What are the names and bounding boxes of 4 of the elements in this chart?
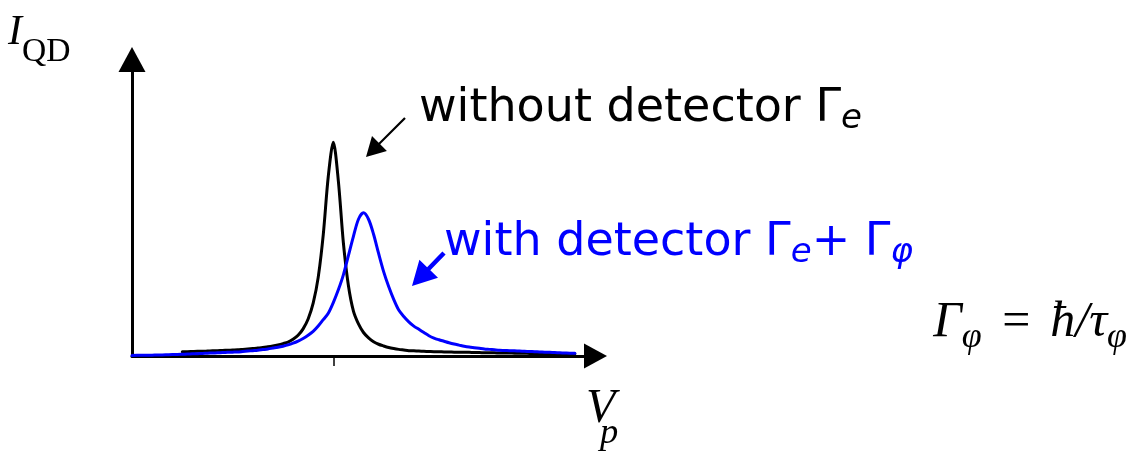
text: Γ$_{φ}$ = ħ/τ$_{φ}$ xyxy=(933,291,1127,355)
y-axis-title: I$_{QD}$ xyxy=(8,7,71,68)
legend-label: without detector Γ$_{e}$ xyxy=(419,78,862,137)
legend-label: with detector Γ$_{e}$+ Γ$_{φ}$ xyxy=(444,212,913,271)
